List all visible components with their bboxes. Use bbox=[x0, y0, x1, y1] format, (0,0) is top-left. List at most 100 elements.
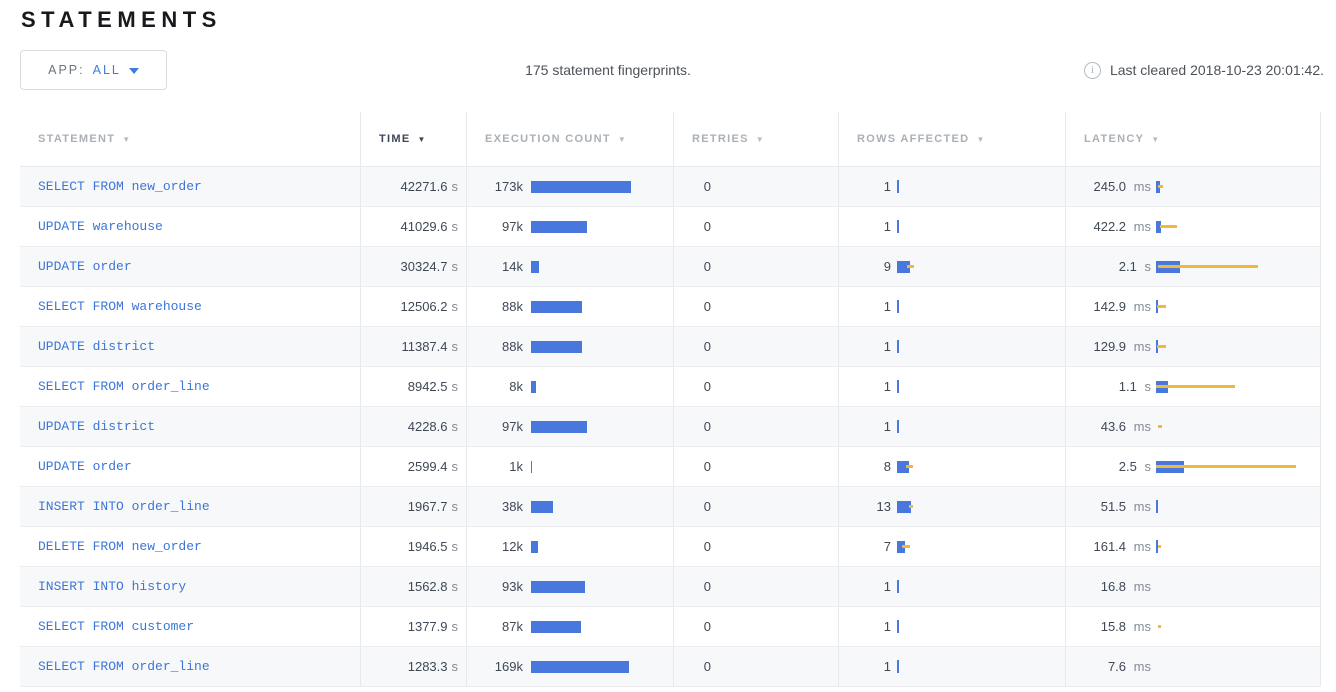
column-header-execution-count[interactable]: EXECUTION COUNT ▼ bbox=[466, 112, 673, 167]
latency-bar-area bbox=[1156, 379, 1321, 395]
latency-bar-area bbox=[1156, 619, 1321, 635]
statement-cell: UPDATE warehouse bbox=[20, 207, 360, 247]
column-header-latency[interactable]: LATENCY ▼ bbox=[1065, 112, 1321, 167]
execution-count-cell: 8k bbox=[466, 367, 673, 407]
statement-link[interactable]: SELECT FROM order_line bbox=[38, 379, 210, 394]
latency-value: 1.1 bbox=[1118, 379, 1137, 394]
statement-link[interactable]: UPDATE warehouse bbox=[38, 219, 163, 234]
statement-link[interactable]: SELECT FROM warehouse bbox=[38, 299, 202, 314]
retries-cell: 0 bbox=[673, 327, 838, 367]
rows-affected-cell: 1 bbox=[838, 287, 1065, 327]
execution-count-cell: 1k bbox=[466, 447, 673, 487]
latency-value: 142.9 bbox=[1093, 299, 1127, 314]
latency-value-box: 1.1 s bbox=[1066, 379, 1151, 394]
statement-link[interactable]: INSERT INTO order_line bbox=[38, 499, 210, 514]
execution-count-bar bbox=[531, 180, 631, 193]
retries-cell: 0 bbox=[673, 247, 838, 287]
statement-link[interactable]: UPDATE district bbox=[38, 339, 156, 354]
table-row: DELETE FROM new_order 1946.5 s 12k 0 7 1… bbox=[20, 527, 1321, 567]
execution-count-bar bbox=[531, 220, 587, 233]
statement-link[interactable]: SELECT FROM order_line bbox=[38, 659, 210, 674]
execution-count-bar-area bbox=[531, 659, 673, 675]
time-cell: 1946.5 s bbox=[360, 527, 466, 567]
time-unit: s bbox=[451, 659, 459, 674]
rows-affected-value: 13 bbox=[876, 499, 891, 514]
statement-count-summary: 175 statement fingerprints. bbox=[525, 62, 691, 78]
rows-affected-bar-area bbox=[897, 259, 1065, 275]
latency-unit: s bbox=[1144, 379, 1152, 394]
retries-cell: 0 bbox=[673, 167, 838, 207]
statement-link[interactable]: UPDATE order bbox=[38, 259, 132, 274]
statement-link[interactable]: DELETE FROM new_order bbox=[38, 539, 202, 554]
retries-cell: 0 bbox=[673, 447, 838, 487]
execution-count-bar bbox=[531, 620, 581, 633]
retries-cell: 0 bbox=[673, 487, 838, 527]
time-cell: 1967.7 s bbox=[360, 487, 466, 527]
execution-count-cell: 93k bbox=[466, 567, 673, 607]
execution-count-value: 169k bbox=[494, 659, 523, 674]
rows-affected-bar bbox=[897, 220, 899, 233]
app-filter-dropdown[interactable]: APP: ALL bbox=[20, 50, 167, 90]
latency-cell: 2.1 s bbox=[1065, 247, 1321, 287]
column-header-time[interactable]: TIME ▼ bbox=[360, 112, 466, 167]
table-body: SELECT FROM new_order 42271.6 s 173k 0 1… bbox=[20, 167, 1321, 687]
latency-unit: ms bbox=[1133, 619, 1151, 634]
rows-affected-cell: 1 bbox=[838, 167, 1065, 207]
latency-stddev-bar bbox=[1157, 345, 1166, 348]
retries-value: 0 bbox=[703, 379, 711, 394]
sort-caret-icon: ▼ bbox=[617, 134, 628, 144]
latency-cell: 142.9 ms bbox=[1065, 287, 1321, 327]
retries-value: 0 bbox=[703, 339, 711, 354]
rows-affected-cell: 13 bbox=[838, 487, 1065, 527]
column-header-retries[interactable]: RETRIES ▼ bbox=[673, 112, 838, 167]
statement-link[interactable]: UPDATE order bbox=[38, 459, 132, 474]
column-header-label: EXECUTION COUNT bbox=[485, 133, 611, 145]
toolbar: APP: ALL 175 statement fingerprints. i L… bbox=[0, 50, 1336, 90]
rows-affected-cell: 1 bbox=[838, 207, 1065, 247]
statement-link[interactable]: INSERT INTO history bbox=[38, 579, 187, 594]
latency-value: 16.8 bbox=[1100, 579, 1127, 594]
latency-bar-area bbox=[1156, 339, 1321, 355]
rows-affected-bar bbox=[897, 340, 899, 353]
latency-cell: 161.4 ms bbox=[1065, 527, 1321, 567]
rows-affected-stddev-bar bbox=[909, 505, 913, 508]
time-value: 8942.5 bbox=[407, 379, 448, 394]
table-row: SELECT FROM warehouse 12506.2 s 88k 0 1 … bbox=[20, 287, 1321, 327]
column-header-rows-affected[interactable]: ROWS AFFECTED ▼ bbox=[838, 112, 1065, 167]
latency-cell: 245.0 ms bbox=[1065, 167, 1321, 207]
time-value: 1562.8 bbox=[407, 579, 448, 594]
rows-affected-bar-area bbox=[897, 419, 1065, 435]
latency-bar-area bbox=[1156, 419, 1321, 435]
retries-cell: 0 bbox=[673, 207, 838, 247]
latency-value-box: 2.5 s bbox=[1066, 459, 1151, 474]
latency-cell: 422.2 ms bbox=[1065, 207, 1321, 247]
sort-caret-icon: ▼ bbox=[122, 134, 132, 144]
latency-cell: 51.5 ms bbox=[1065, 487, 1321, 527]
info-icon[interactable]: i bbox=[1083, 61, 1101, 79]
app-filter-value: ALL bbox=[92, 63, 121, 77]
execution-count-bar bbox=[531, 500, 553, 513]
retries-value: 0 bbox=[703, 299, 711, 314]
time-cell: 41029.6 s bbox=[360, 207, 466, 247]
latency-cell: 15.8 ms bbox=[1065, 607, 1321, 647]
rows-affected-bar-area bbox=[897, 379, 1065, 395]
execution-count-value: 173k bbox=[494, 179, 523, 194]
statement-link[interactable]: SELECT FROM customer bbox=[38, 619, 195, 634]
retries-value: 0 bbox=[703, 619, 711, 634]
statement-link[interactable]: UPDATE district bbox=[38, 419, 156, 434]
latency-value-box: 2.1 s bbox=[1066, 259, 1151, 274]
execution-count-cell: 87k bbox=[466, 607, 673, 647]
rows-affected-value: 9 bbox=[883, 259, 891, 274]
time-cell: 30324.7 s bbox=[360, 247, 466, 287]
rows-affected-bar bbox=[897, 420, 899, 433]
latency-bar bbox=[1156, 180, 1160, 193]
rows-affected-bar bbox=[897, 460, 909, 473]
table-row: INSERT INTO order_line 1967.7 s 38k 0 13… bbox=[20, 487, 1321, 527]
time-value: 42271.6 bbox=[400, 179, 448, 194]
latency-stddev-bar bbox=[1159, 225, 1177, 228]
table-row: SELECT FROM order_line 8942.5 s 8k 0 1 1… bbox=[20, 367, 1321, 407]
statement-link[interactable]: SELECT FROM new_order bbox=[38, 179, 202, 194]
column-header-statement[interactable]: STATEMENT ▼ bbox=[20, 112, 360, 167]
latency-cell: 43.6 ms bbox=[1065, 407, 1321, 447]
latency-value-box: 7.6 ms bbox=[1066, 659, 1151, 674]
